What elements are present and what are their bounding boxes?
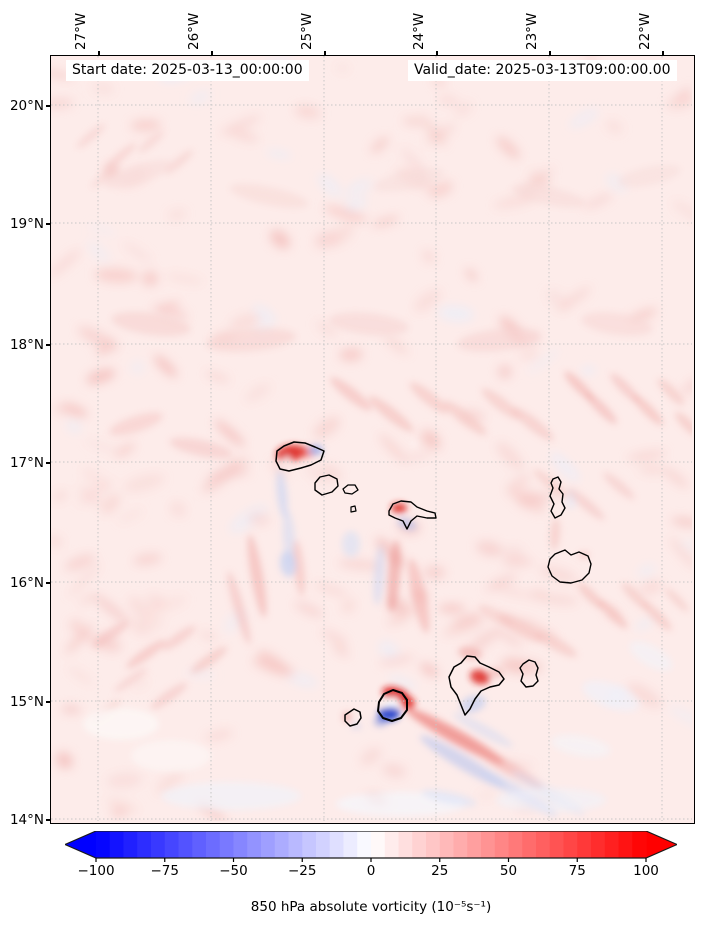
x-tick-mark [211,51,213,55]
x-tick-label: 22°W [637,12,653,50]
colorbar-label: 850 hPa absolute vorticity (10⁻⁵s⁻¹) [250,899,492,915]
colorbar-tick-label: 75 [568,863,586,879]
colorbar-tick-label: 25 [431,863,449,879]
colorbar-tick-label: −100 [77,863,115,879]
colorbar-under-arrow [65,831,96,858]
y-tick-mark [46,819,50,821]
y-tick-label: 19°N [9,216,44,232]
y-tick-mark [46,105,50,107]
y-tick-mark [46,223,50,225]
x-tick-mark [549,51,551,55]
colorbar-tick-label: −75 [150,863,180,879]
colorbar-tick-label: 0 [366,863,376,879]
colorbar-tick-label: 50 [499,863,518,879]
island-santiago [448,655,505,716]
y-tick-label: 18°N [9,337,44,353]
graticule [51,56,693,822]
x-tick-label: 24°W [411,12,427,50]
y-tick-mark [46,582,50,584]
y-tick-mark [46,344,50,346]
island-raso-islet [350,505,357,513]
colorbar-tick-label: −25 [288,863,317,879]
y-tick-mark [46,701,50,703]
coastlines [275,441,592,727]
colorbar-tick-label: 100 [633,863,659,879]
y-tick-mark [46,462,50,464]
y-tick-label: 20°N [9,98,44,114]
x-tick-label: 27°W [73,12,89,50]
island-sal [549,476,566,519]
island-sao-nicolau [388,500,437,530]
x-tick-label: 25°W [299,12,315,50]
x-tick-mark [98,51,100,55]
island-santo-antao [275,441,325,472]
y-tick-label: 16°N [9,575,44,591]
x-tick-label: 26°W [186,12,202,50]
x-tick-mark [324,51,326,55]
vorticity-map [51,56,693,822]
x-tick-label: 23°W [524,12,540,50]
x-tick-mark [436,51,438,55]
x-tick-mark [662,51,664,55]
island-fogo [377,689,409,723]
island-sao-vicente [314,474,339,496]
colorbar-tick-label: −50 [219,863,248,879]
y-tick-label: 17°N [9,455,44,471]
start-date-annotation: Start date: 2025-03-13_00:00:00 [66,60,309,81]
map-frame [50,55,695,824]
colorbar-over-arrow [646,831,677,858]
island-maio [519,659,539,688]
valid-date-annotation: Valid_date: 2025-03-13T09:00:00.00 [408,60,677,81]
y-tick-label: 14°N [9,812,44,828]
island-santa-luzia [342,484,359,495]
field-features [77,124,693,817]
island-boa-vista [547,549,592,584]
colorbar [65,831,677,862]
y-tick-label: 15°N [9,694,44,710]
island-brava [344,708,362,727]
